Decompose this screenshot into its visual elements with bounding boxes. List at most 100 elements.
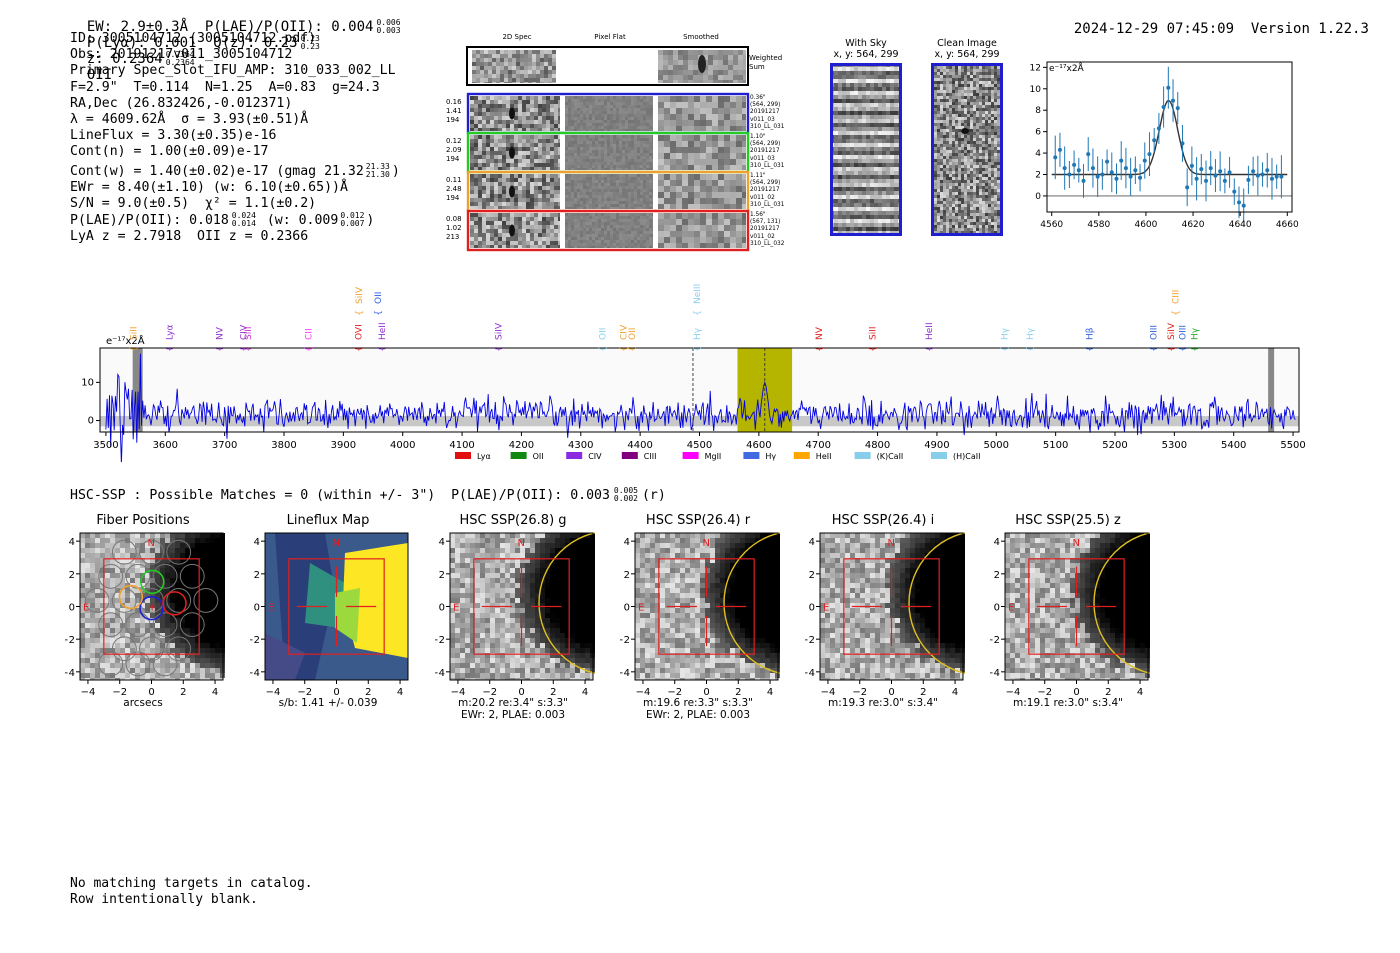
data-point [1255, 173, 1260, 178]
y-tick-label: −2 [65, 635, 75, 646]
line-label-bracket: { [869, 346, 879, 352]
fiber-circle [98, 563, 124, 589]
version: Version 1.22.3 [1250, 21, 1369, 37]
line-label-bracket: { [1167, 346, 1177, 352]
fiber-circle [111, 588, 137, 613]
spec2d-row-right-val: 1.56" [750, 212, 766, 218]
line-label-bracket: { [628, 346, 638, 352]
spec2d-weighted-label: Weighted Sum [749, 54, 783, 71]
x-tick-label: −4 [451, 687, 466, 698]
with-sky-header: With Sky x, y: 564, 299 [826, 38, 906, 60]
fiber-circle [139, 539, 164, 565]
x-tick-label: 3600 [153, 440, 178, 451]
spec2d-row-right-val: (564, 299) [750, 102, 781, 109]
data-point [1260, 172, 1265, 177]
footer-line-2: Row intentionally blank. [70, 892, 258, 907]
row-2d-spec-1 [470, 135, 560, 170]
cutout-title-3: HSC SSP(26.4) r [645, 513, 751, 528]
x-tick-label: 2 [550, 687, 556, 698]
y-tick-label: 0 [1035, 192, 1041, 202]
x-tick-label: 4000 [390, 440, 415, 451]
spec2d-row-left-val: 194 [446, 194, 460, 202]
x-tick-label: 4200 [509, 440, 534, 451]
x-tick-label: 4 [767, 687, 773, 698]
x-tick-label: 0 [333, 687, 339, 698]
line-label-lines_bottom: SiIV [495, 322, 505, 340]
y-tick-label: 6 [1035, 128, 1041, 138]
fiber-circle [111, 636, 137, 662]
weighted-sum-2d [472, 50, 556, 83]
aperture-box [843, 558, 940, 655]
data-point [1274, 174, 1279, 179]
y-tick-label: 2 [254, 570, 260, 581]
y-tick-label: 2 [69, 570, 75, 581]
y-tick-label: 2 [809, 570, 815, 581]
clean-frame [931, 63, 1003, 236]
fiber-circle [111, 539, 137, 565]
spec2d-row-left-val: 213 [446, 233, 460, 241]
line-label-bracket: { [599, 346, 609, 352]
data-point [1095, 174, 1100, 179]
data-point [1057, 147, 1062, 152]
full-spectrum-plot: 3500 3600 3700 3800 3900 4000 4100 4200 4300 4400… [81, 284, 1306, 462]
line-label-bracket: { [693, 346, 703, 352]
y-tick-label: −4 [620, 668, 630, 679]
data-point [1246, 177, 1251, 182]
row-divider-b-0 [653, 95, 657, 132]
y-tick-label: 2 [994, 570, 1000, 581]
line-label-bracket: { [239, 346, 249, 352]
line-label-lines_bottom: SiII [130, 326, 140, 340]
x-tick-label: 4400 [627, 440, 652, 451]
row-line-blob-1 [509, 146, 515, 159]
with-sky-title: With Sky [845, 38, 887, 49]
row-divider-b-3 [653, 212, 657, 249]
y-tick-label: −2 [990, 635, 1000, 646]
east-label: E [83, 603, 89, 614]
y-tick-label: 8 [1035, 106, 1041, 116]
y-tick-label: −4 [435, 668, 445, 679]
x-tick-label: −4 [266, 687, 281, 698]
y-tick-label: −4 [990, 668, 1000, 679]
x-tick-label: 4 [952, 687, 958, 698]
header-z-sub: 0.2364 [165, 58, 195, 67]
y-tick-label: 4 [994, 537, 1000, 548]
x-tick-label: −4 [636, 687, 651, 698]
fit-curve [1051, 99, 1288, 176]
cutout-caption-line2: EWr: 2, PLAE: 0.003 [645, 709, 751, 721]
info-contw-sub: 21.30 [365, 169, 390, 179]
fiber-center-marker: + [148, 601, 157, 614]
x-tick-label: 4 [212, 687, 218, 698]
row-line-blob-3 [509, 224, 515, 237]
row-smoothed-2 [658, 174, 746, 209]
line-label-bracket: { [1085, 346, 1095, 352]
east-label: E [268, 603, 274, 614]
data-point [1119, 158, 1124, 163]
data-point [1180, 141, 1185, 146]
line-label-bracket: { [1149, 346, 1159, 352]
aperture-box [103, 558, 200, 655]
y-tick-label: 4 [624, 537, 630, 548]
info-id: ID: 3005104712 (3005104712.pdf) [70, 31, 317, 46]
header-qz: Q(z): 0.23 [213, 35, 298, 51]
y-tick-label: 12 [1030, 63, 1041, 73]
cutout-caption-line1: s/b: 1.41 +/- 0.039 [278, 697, 378, 709]
header-qz-sub: 0.23 [300, 42, 320, 51]
x-tick-label: 4620 [1182, 220, 1205, 230]
fiber-circle [125, 612, 151, 638]
cutout-caption-line1: m:19.3 re:3.0" s:3.4" [828, 697, 938, 709]
line-label-lines_bottom: CII [305, 328, 315, 340]
y-tick-label: 0 [624, 603, 630, 614]
cutout-caption-line1: m:19.1 re:3.0" s:3.4" [1013, 697, 1123, 709]
spec2d-row-right-3: 1.56" (567, 131) 20191217 v011_02 310_LL_032 [750, 212, 800, 248]
spec2d-row-right-val: v011_03 [750, 155, 775, 162]
data-point [1090, 166, 1095, 171]
y-tick-label: 10 [81, 377, 94, 388]
line-label-lines_bottom: SiIV [1167, 322, 1177, 340]
galaxy-aperture-ellipse [908, 532, 965, 674]
aperture-box [288, 558, 385, 655]
info-contn: Cont(n) = 1.00(±0.09)e-17 [70, 144, 269, 160]
x-tick-label: −2 [852, 687, 867, 698]
fiber-circle [152, 651, 178, 677]
spec2d-row-right-val: 0.36" [750, 95, 766, 101]
data-point [1279, 174, 1284, 179]
